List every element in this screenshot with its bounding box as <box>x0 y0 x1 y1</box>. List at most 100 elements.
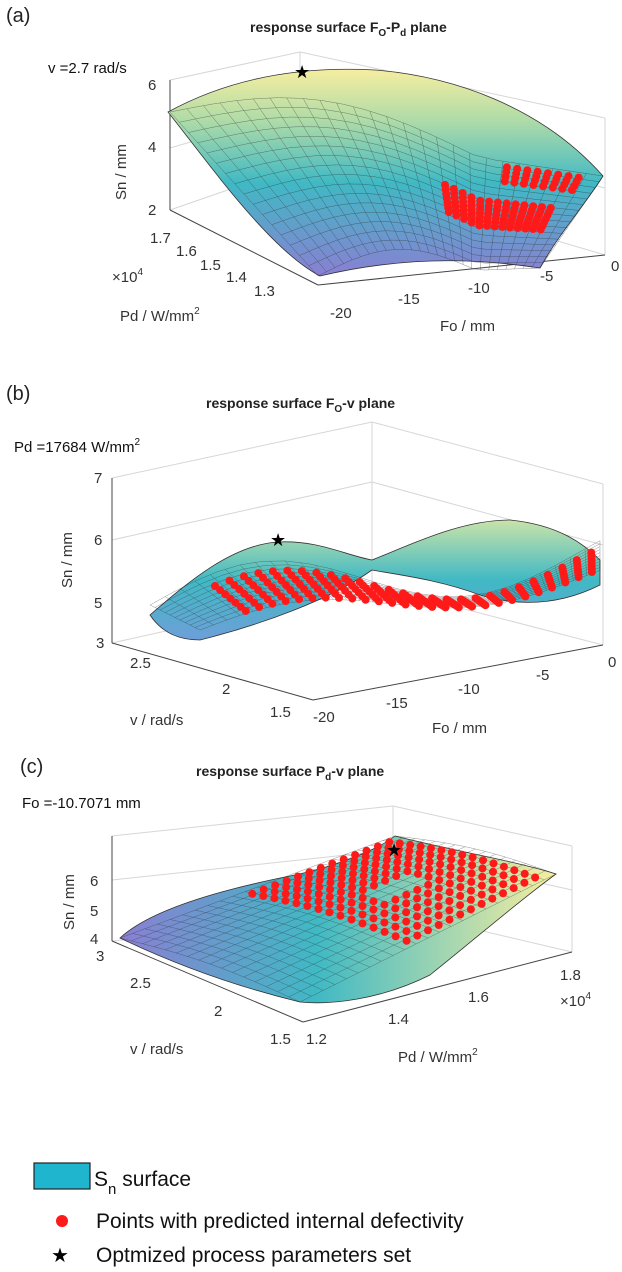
svg-text:-5: -5 <box>540 268 553 285</box>
defect-point <box>539 182 548 191</box>
defect-point <box>488 876 497 885</box>
defect-point <box>259 892 268 900</box>
defect-point <box>314 905 323 913</box>
defect-point <box>437 846 446 855</box>
defect-point <box>394 851 402 860</box>
defect-point <box>457 858 466 867</box>
panel-a-x-ticks: -20 -15 -10 -5 0 <box>330 258 619 322</box>
defect-point <box>327 872 335 880</box>
defect-point <box>402 890 411 899</box>
mesh-line <box>394 835 557 875</box>
panel-a-title: response surface FO-Pd plane <box>250 19 447 39</box>
defect-point <box>293 878 302 887</box>
svg-text:1.3: 1.3 <box>254 283 275 300</box>
defect-point <box>326 885 335 894</box>
defect-point <box>358 910 367 919</box>
legend-defect-label: Points with predicted internal defectivi… <box>96 1210 464 1233</box>
defect-point <box>427 844 435 853</box>
defect-point <box>434 911 443 920</box>
defect-point <box>468 853 477 862</box>
defect-point <box>359 878 368 887</box>
mesh-line <box>207 905 382 962</box>
defect-point <box>413 885 422 894</box>
defect-point <box>303 887 312 896</box>
defect-point <box>293 885 301 894</box>
defect-point <box>402 917 411 926</box>
defect-point <box>454 603 463 612</box>
defect-point <box>360 858 369 867</box>
defect-point <box>536 225 545 234</box>
panel-c-y-label: v / rad/s <box>130 1041 183 1058</box>
defect-point <box>248 889 257 898</box>
defect-point <box>259 885 268 894</box>
panel-a-optimum-star: ★ <box>294 62 310 82</box>
defect-point <box>510 178 519 187</box>
legend-optimum-label: Optmized process parameters set <box>96 1244 411 1267</box>
svg-text:-15: -15 <box>386 695 408 712</box>
mesh-line <box>169 97 604 177</box>
defect-point <box>315 883 324 892</box>
defect-point <box>314 897 323 906</box>
defect-point <box>292 899 301 908</box>
defect-point <box>531 873 540 882</box>
mesh-line <box>254 562 294 603</box>
defect-point <box>381 869 390 878</box>
defect-point <box>304 880 313 889</box>
defect-point <box>520 878 529 887</box>
defect-point <box>384 843 393 852</box>
mesh-line <box>290 221 552 251</box>
defect-point <box>405 847 414 855</box>
defect-point <box>281 597 290 606</box>
defect-point <box>414 601 423 610</box>
defect-point <box>500 177 509 186</box>
defect-point <box>424 926 432 935</box>
defect-point <box>468 861 477 870</box>
mesh-line <box>308 239 544 266</box>
defect-point <box>475 221 484 230</box>
defect-point <box>325 900 334 909</box>
panel-c-x-multiplier: ×104 <box>560 991 591 1010</box>
defect-point <box>338 867 347 876</box>
defect-point <box>349 869 357 878</box>
defect-point <box>316 870 325 879</box>
panel-b-label: (b) <box>6 383 30 405</box>
panel-b-y-label: v / rad/s <box>130 712 183 729</box>
defect-point <box>467 886 475 895</box>
defect-point <box>488 885 497 894</box>
defect-point <box>339 855 348 864</box>
defect-point <box>369 914 378 923</box>
defect-point <box>519 179 528 188</box>
defect-point <box>358 893 367 902</box>
defect-point <box>424 880 433 889</box>
svg-text:0: 0 <box>611 258 619 275</box>
defect-point <box>370 867 379 876</box>
panel-b-fixed-param: Pd =17684 W/mm2 <box>14 437 140 456</box>
defect-point <box>281 889 290 898</box>
svg-text:5: 5 <box>94 595 102 612</box>
defect-point <box>380 927 389 936</box>
panel-c-defect-points <box>248 838 540 945</box>
mesh-line <box>119 937 301 1003</box>
mesh-line <box>157 923 336 985</box>
defect-point <box>468 602 477 611</box>
defect-point <box>362 846 371 855</box>
defect-point <box>337 880 346 889</box>
defect-point <box>456 883 465 891</box>
defect-point <box>478 864 487 873</box>
svg-text:1.4: 1.4 <box>226 269 247 286</box>
defect-point <box>271 881 280 890</box>
defect-point <box>281 896 290 905</box>
defect-point <box>529 181 538 189</box>
defect-point <box>567 186 576 194</box>
defect-point <box>413 894 422 903</box>
panel-c-title: response surface Pd-v plane <box>196 763 384 783</box>
defect-point <box>394 845 403 854</box>
mesh-line <box>307 868 475 915</box>
panel-a-axis-lines <box>169 80 606 286</box>
defect-point <box>402 899 411 908</box>
mesh-line <box>232 896 405 950</box>
defect-point <box>338 861 347 870</box>
defect-point <box>467 877 476 886</box>
defect-point <box>456 901 465 910</box>
panel-b-y-ticks: 3 2.5 2 1.5 <box>96 635 291 721</box>
